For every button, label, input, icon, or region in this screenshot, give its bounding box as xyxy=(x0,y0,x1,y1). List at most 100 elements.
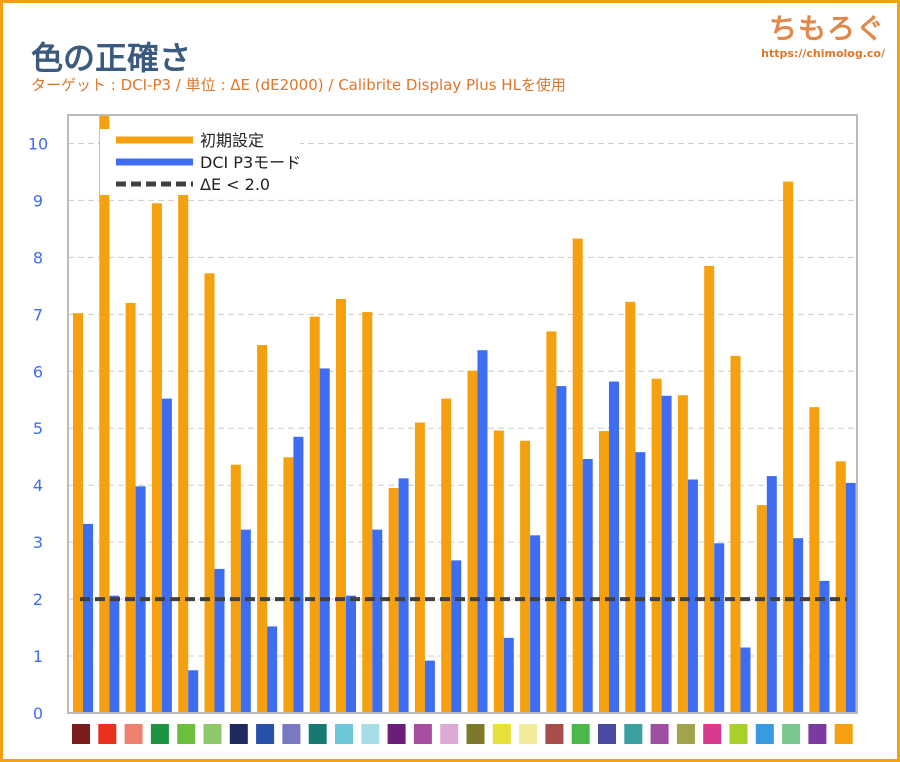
bar-default xyxy=(388,488,399,713)
bar-default xyxy=(204,273,215,713)
logo-url: https://chimolog.co/ xyxy=(761,47,885,60)
bar-default xyxy=(309,316,320,713)
bar-dci-p3 xyxy=(687,479,698,713)
color-swatch xyxy=(361,724,380,744)
color-swatch xyxy=(229,724,248,744)
bar-default xyxy=(125,302,136,713)
bar-default xyxy=(283,457,294,713)
bar-dci-p3 xyxy=(793,538,804,713)
bar-default xyxy=(756,505,767,713)
bar-default xyxy=(730,355,741,713)
color-swatch xyxy=(519,724,538,744)
bar-default xyxy=(704,265,715,713)
bar-default xyxy=(809,407,820,713)
bar-dci-p3 xyxy=(83,523,93,713)
bar-default xyxy=(467,370,478,713)
bar-default xyxy=(441,398,452,713)
bar-dci-p3 xyxy=(267,626,278,713)
y-tick-label: 4 xyxy=(33,476,43,495)
color-swatch xyxy=(387,724,406,744)
bar-dci-p3 xyxy=(188,670,199,713)
color-swatch xyxy=(72,724,90,744)
bar-dci-p3 xyxy=(609,381,619,713)
color-swatch xyxy=(571,724,590,744)
bar-dci-p3 xyxy=(635,452,646,713)
chart-title: 色の正確さ xyxy=(31,39,192,77)
bar-dci-p3 xyxy=(214,568,225,713)
y-tick-label: 10 xyxy=(28,134,48,153)
bar-default xyxy=(362,312,373,713)
bar-default xyxy=(599,431,609,713)
y-tick-label: 8 xyxy=(33,248,43,267)
bar-dci-p3 xyxy=(556,386,567,713)
bar-default xyxy=(151,203,162,713)
bar-dci-p3 xyxy=(766,476,777,713)
bar-dci-p3 xyxy=(530,535,541,713)
chart-subtitle: ターゲット : DCI-P3 / 単位 : ΔE (dE2000) / Cali… xyxy=(31,76,566,94)
bar-dci-p3 xyxy=(161,398,172,713)
y-tick-label: 3 xyxy=(33,533,43,552)
bar-default xyxy=(493,430,504,713)
y-tick-label: 0 xyxy=(33,704,43,723)
bar-dci-p3 xyxy=(240,529,251,713)
bar-default xyxy=(414,422,425,713)
bar-dci-p3 xyxy=(477,350,488,713)
y-tick-label: 7 xyxy=(33,305,43,324)
color-swatch xyxy=(703,724,722,744)
color-swatch xyxy=(729,724,748,744)
color-swatch xyxy=(413,724,432,744)
bar-dci-p3 xyxy=(372,529,383,713)
color-swatch xyxy=(755,724,774,744)
bar-default xyxy=(178,193,189,713)
color-swatch xyxy=(834,724,853,744)
bar-dci-p3 xyxy=(819,580,830,713)
bar-chart: 0 1 2 3 4 5 6 7 8 9 10 初期設定 DCI P3モード ΔE < 2.0 xyxy=(28,114,858,744)
legend-label: ΔE < 2.0 xyxy=(200,175,270,194)
bar-default xyxy=(783,181,794,714)
color-swatch xyxy=(256,724,275,744)
bar-dci-p3 xyxy=(845,482,856,713)
logo: ちもろぐ https://chimolog.co/ xyxy=(761,7,885,60)
plot-frame xyxy=(67,114,858,714)
bar-default xyxy=(572,238,583,713)
y-tick-label: 6 xyxy=(33,362,43,381)
bar-dci-p3 xyxy=(714,543,725,713)
color-swatch xyxy=(466,724,485,744)
bar-default xyxy=(73,313,83,713)
color-swatch xyxy=(124,724,143,744)
legend-label: DCI P3モード xyxy=(200,153,301,172)
bar-default xyxy=(625,301,636,713)
bar-dci-p3 xyxy=(319,368,330,713)
bar-dci-p3 xyxy=(424,660,435,713)
color-swatch xyxy=(492,724,511,744)
legend-label: 初期設定 xyxy=(200,131,264,150)
color-swatch xyxy=(545,724,564,744)
color-swatch xyxy=(598,724,616,744)
bar-dci-p3 xyxy=(503,637,514,713)
bar-default xyxy=(520,440,531,713)
color-swatch xyxy=(676,724,695,744)
color-swatch xyxy=(808,724,827,744)
bar-dci-p3 xyxy=(740,647,751,713)
bar-dci-p3 xyxy=(293,436,304,713)
color-swatch xyxy=(203,724,222,744)
color-swatch xyxy=(282,724,301,744)
color-swatch xyxy=(624,724,643,744)
y-tick-label: 5 xyxy=(33,419,43,438)
color-swatch xyxy=(308,724,327,744)
bar-default xyxy=(230,464,241,713)
color-swatch xyxy=(177,724,196,744)
color-swatch xyxy=(782,724,801,744)
y-tick-label: 2 xyxy=(33,590,43,609)
bar-dci-p3 xyxy=(346,595,356,713)
bar-dci-p3 xyxy=(398,478,409,713)
bar-default xyxy=(651,378,662,713)
bar-dci-p3 xyxy=(109,595,120,713)
y-tick-label: 9 xyxy=(33,191,43,210)
color-swatch xyxy=(440,724,459,744)
color-swatch xyxy=(650,724,669,744)
y-tick-label: 1 xyxy=(33,647,43,666)
color-swatch xyxy=(150,724,169,744)
color-swatch xyxy=(98,724,117,744)
